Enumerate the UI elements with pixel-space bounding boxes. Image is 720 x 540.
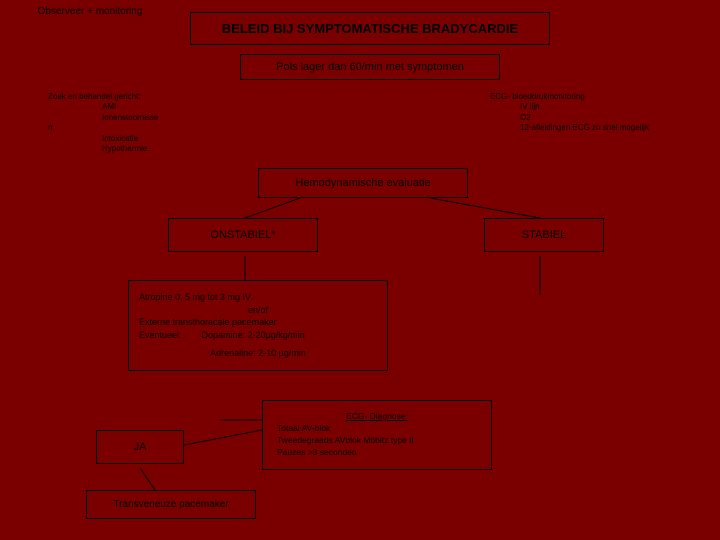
hemo-text: Hemodynamische evaluatie bbox=[295, 177, 430, 189]
atropine-treatment-box: Atropine 0, 5 mg tot 3 mg IV en/of Exter… bbox=[128, 280, 388, 371]
title-box: BELEID BIJ SYMPTOMATISCHE BRADYCARDIE bbox=[190, 12, 550, 45]
right-monitoring-block: ECG- bloeddrukmonitoring IV lijn O2 12-a… bbox=[490, 92, 690, 134]
atropine-l4: Eventueel: Dopamine: 2-20µg/kg/min bbox=[139, 329, 377, 342]
ecg-l2: Tweedegraads AVblok Möbitz type II bbox=[277, 435, 477, 447]
ecg-diagnosis-box: ECG- Diagnose: Totaal AV-blok Tweedegraa… bbox=[262, 400, 492, 470]
left-item-intox: Intoxicatie bbox=[102, 134, 258, 144]
atropine-l4a: Eventueel: bbox=[139, 330, 182, 340]
observe-box: Observeer + monitoring bbox=[0, 0, 180, 23]
left-item-ami: AMI bbox=[102, 102, 258, 112]
left-line1: Zoek en behandel gericht: bbox=[48, 92, 258, 102]
stabiel-box: STABIEL bbox=[484, 218, 604, 252]
ecg-l3: Pauzes >3 seconden bbox=[277, 447, 477, 459]
right-line1: ECG- bloeddrukmonitoring bbox=[490, 92, 690, 102]
hemo-evaluation-box: Hemodynamische evaluatie bbox=[258, 168, 468, 198]
left-item-ionen: Ionenstoornisse bbox=[102, 113, 258, 123]
observe-text: Observeer + monitoring bbox=[38, 6, 143, 17]
ecg-l1: Totaal AV-blok bbox=[277, 423, 477, 435]
atropine-l4b: Dopamine: 2-20µg/kg/min bbox=[202, 330, 305, 340]
atropine-l1: Atropine 0, 5 mg tot 3 mg IV bbox=[139, 291, 377, 304]
right-line2: IV lijn bbox=[520, 102, 690, 112]
ja-text: JA bbox=[134, 441, 147, 453]
subtitle-box: Pols lager dan 60/min met symptomen bbox=[240, 54, 500, 80]
right-line3: O2 bbox=[520, 113, 690, 123]
onstabiel-text: ONSTABIEL* bbox=[210, 229, 275, 241]
onstabiel-box: ONSTABIEL* bbox=[168, 218, 318, 252]
stabiel-text: STABIEL bbox=[522, 229, 566, 241]
title-text: BELEID BIJ SYMPTOMATISCHE BRADYCARDIE bbox=[222, 21, 518, 36]
left-item-hypo: Hypothermie bbox=[102, 144, 258, 154]
trans-text: Transveneuze pacemaker bbox=[113, 499, 228, 510]
subtitle-text: Pols lager dan 60/min met symptomen bbox=[276, 61, 464, 73]
transveneuze-box: Transveneuze pacemaker bbox=[86, 490, 256, 519]
right-line4: 12-afleidingen ECG zo snel mogelijk bbox=[520, 123, 690, 133]
ecg-title: ECG- Diagnose: bbox=[277, 411, 477, 423]
atropine-l3: Externe transthoracale pacemaker bbox=[139, 316, 377, 329]
ja-box: JA bbox=[96, 430, 184, 464]
atropine-l5: Adrenaline: 2-10 µg/min bbox=[139, 347, 377, 360]
left-n: n bbox=[48, 123, 258, 133]
left-causes-block: Zoek en behandel gericht: AMI Ionenstoor… bbox=[48, 92, 258, 154]
atropine-l2: en/of bbox=[139, 304, 377, 317]
